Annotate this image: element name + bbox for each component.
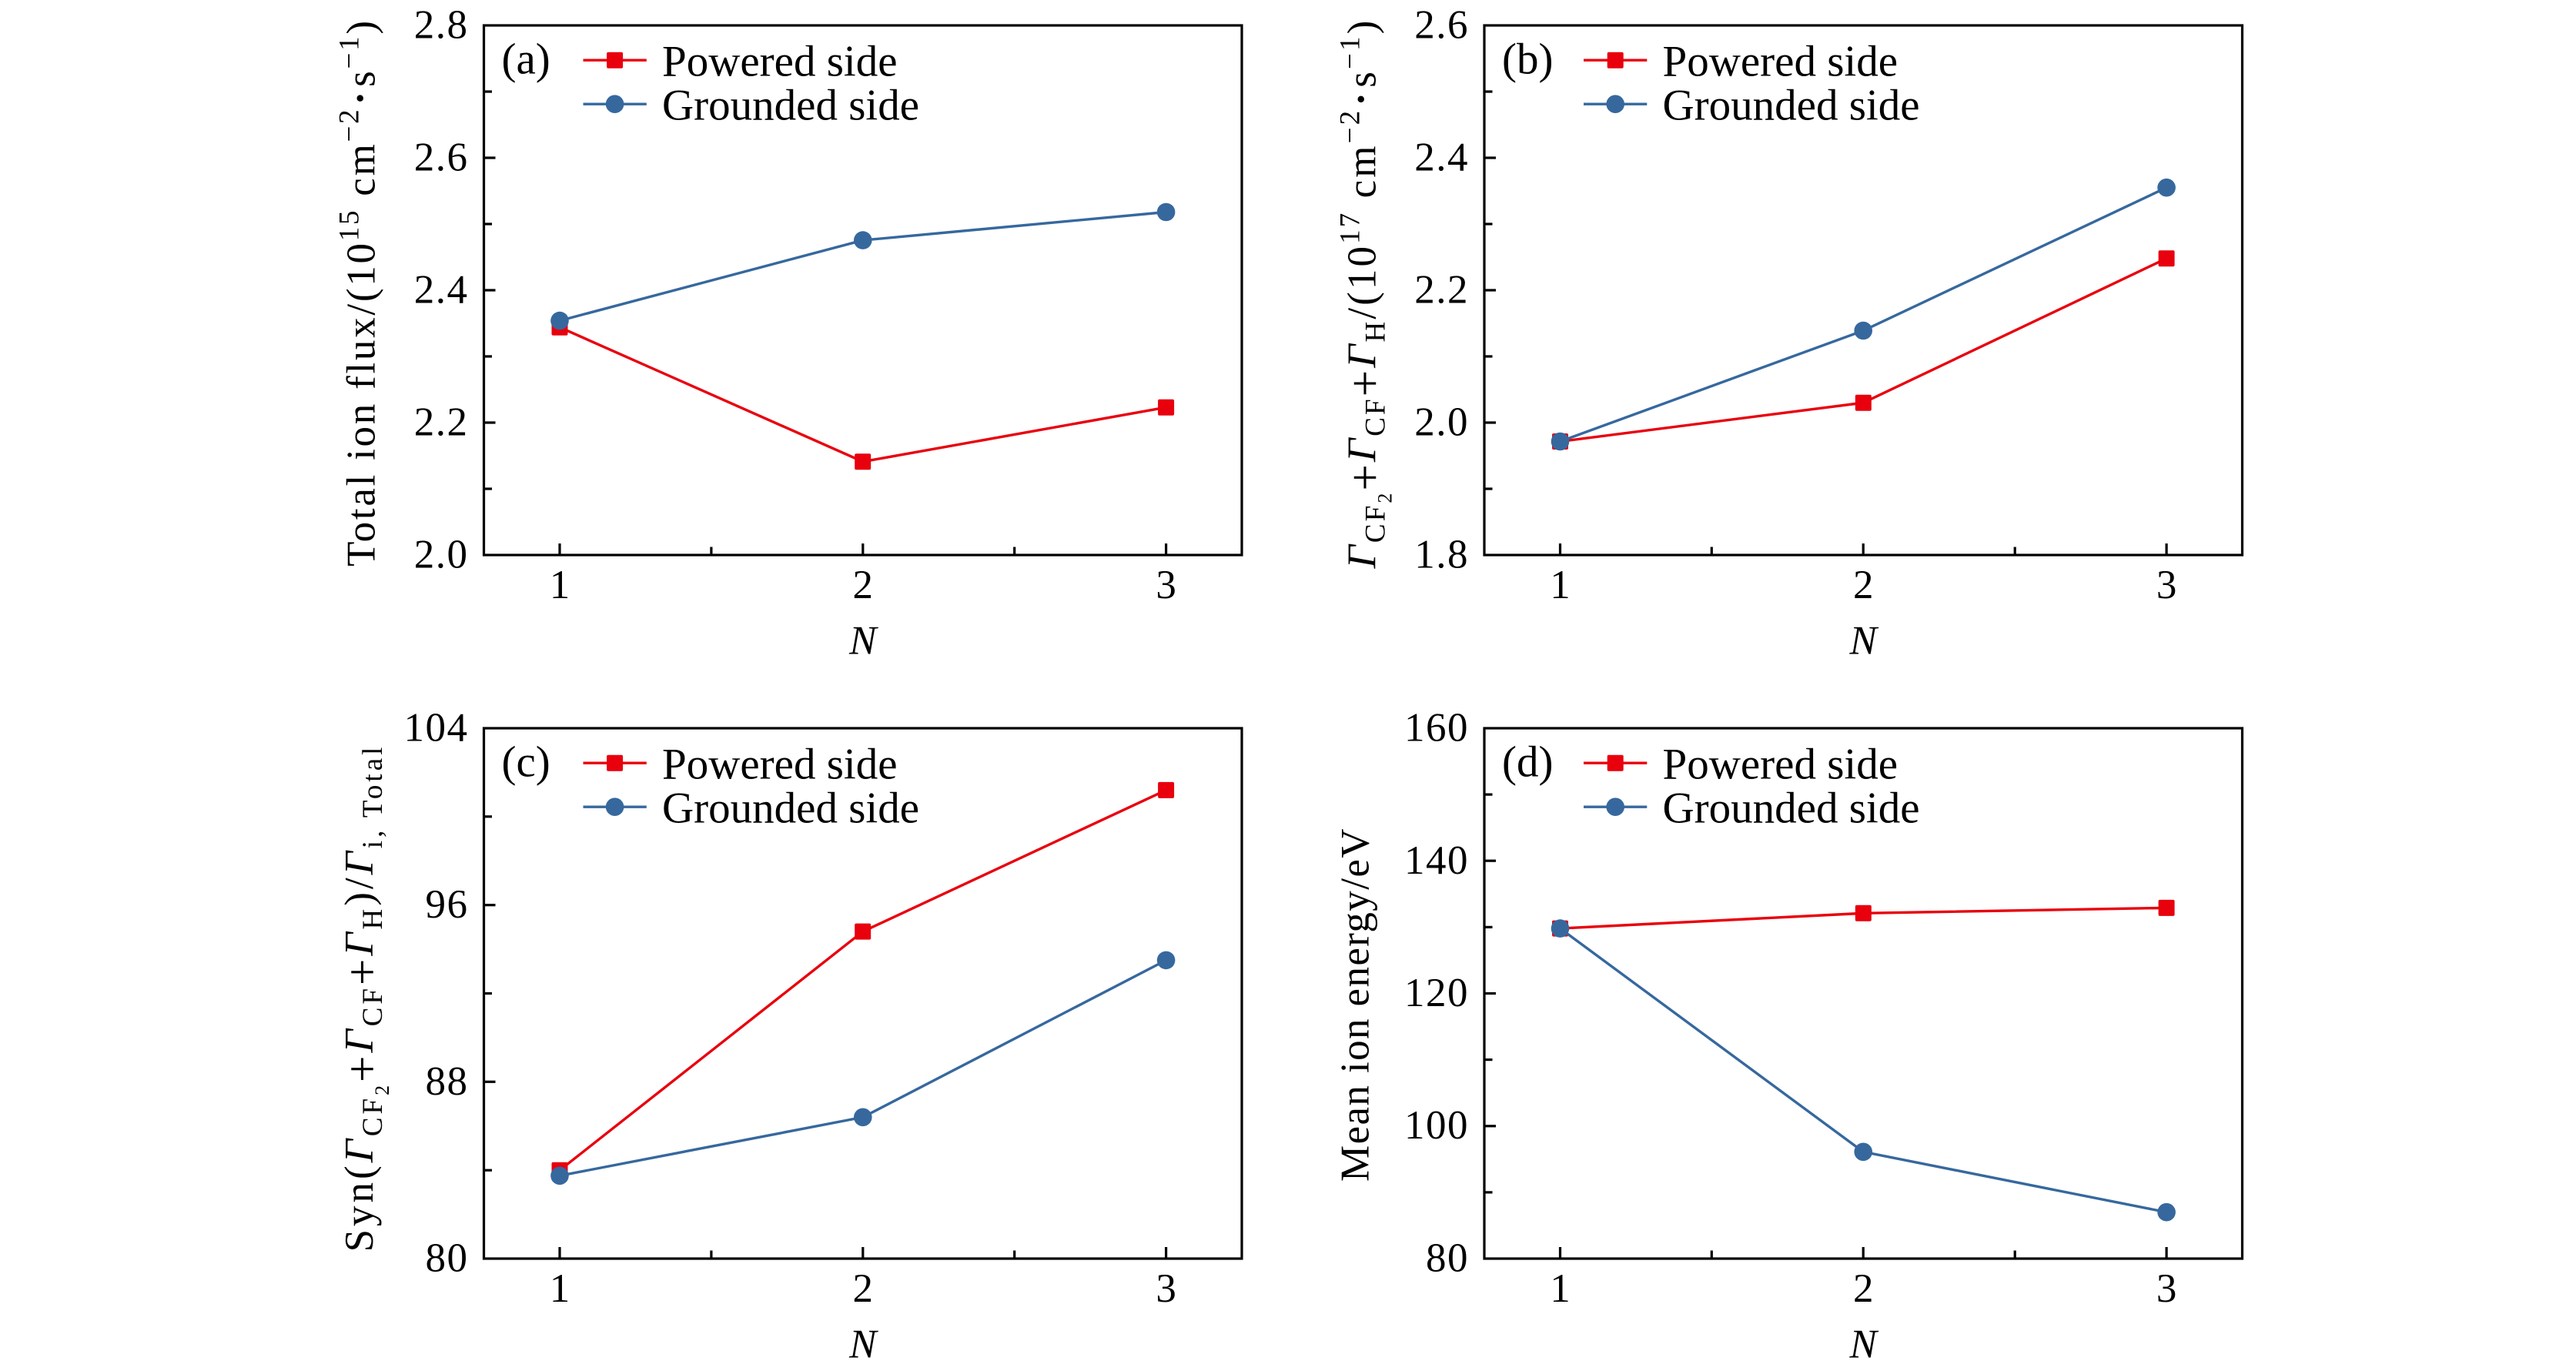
svg-text:140: 140 (1404, 838, 1469, 883)
svg-text:120: 120 (1404, 971, 1469, 1015)
svg-text:1: 1 (1550, 563, 1571, 607)
svg-text:2: 2 (1853, 1266, 1874, 1311)
svg-text:2: 2 (853, 563, 874, 607)
svg-text:2.6: 2.6 (414, 135, 469, 180)
svg-text:Total ion flux/(1015​ cm−2​·​s: Total ion flux/(1015​ cm−2​·​s−1​) (330, 18, 391, 567)
svg-text:Mean ion energy/eV: Mean ion energy/eV (1333, 828, 1378, 1182)
svg-text:100: 100 (1404, 1103, 1469, 1148)
svg-text:80: 80 (1426, 1236, 1469, 1281)
svg-text:88: 88 (426, 1059, 469, 1104)
svg-text:N: N (848, 619, 878, 664)
svg-text:N: N (1849, 619, 1879, 664)
svg-text:Grounded side: Grounded side (662, 784, 919, 833)
svg-text:2: 2 (1853, 563, 1874, 607)
svg-text:2.8: 2.8 (414, 3, 469, 48)
svg-text:Powered side: Powered side (1663, 741, 1899, 789)
svg-text:Powered side: Powered side (1663, 38, 1899, 86)
svg-text:Grounded side: Grounded side (1663, 82, 1920, 130)
svg-text:(b): (b) (1502, 35, 1553, 84)
svg-text:80: 80 (426, 1236, 469, 1281)
svg-text:2.2: 2.2 (414, 400, 469, 445)
svg-text:3: 3 (1156, 563, 1176, 607)
svg-text:2: 2 (853, 1266, 874, 1311)
svg-text:104: 104 (404, 706, 469, 751)
svg-text:(a): (a) (502, 35, 550, 84)
svg-text:N: N (848, 1323, 878, 1367)
svg-text:N: N (1849, 1323, 1879, 1367)
svg-text:2.0: 2.0 (414, 533, 469, 577)
svg-text:96: 96 (426, 882, 469, 927)
svg-text:2.4: 2.4 (414, 268, 469, 313)
svg-text:3: 3 (2156, 563, 2177, 607)
svg-text:(c): (c) (502, 738, 550, 787)
svg-text:1.8: 1.8 (1414, 533, 1469, 577)
svg-text:1: 1 (1550, 1266, 1571, 1311)
svg-text:Powered side: Powered side (662, 38, 898, 86)
svg-text:Grounded side: Grounded side (1663, 784, 1920, 833)
svg-text:2.2: 2.2 (1414, 268, 1469, 313)
svg-text:Powered side: Powered side (662, 741, 898, 789)
svg-text:2.6: 2.6 (1414, 3, 1469, 48)
svg-text:1: 1 (550, 1266, 570, 1311)
svg-text:3: 3 (2156, 1266, 2177, 1311)
svg-text:2.0: 2.0 (1414, 400, 1469, 445)
svg-text:Grounded side: Grounded side (662, 82, 919, 130)
svg-text:3: 3 (1156, 1266, 1176, 1311)
svg-text:(d): (d) (1502, 738, 1553, 787)
svg-text:1: 1 (550, 563, 570, 607)
svg-text:2.4: 2.4 (1414, 135, 1469, 180)
svg-text:160: 160 (1404, 706, 1469, 751)
